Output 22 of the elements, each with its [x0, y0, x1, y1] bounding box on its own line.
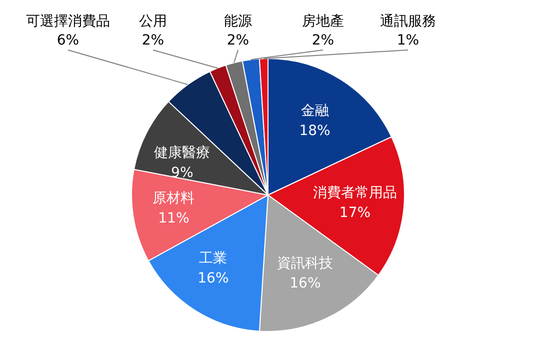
data-label: 16%: [198, 270, 229, 286]
data-label: 11%: [158, 210, 190, 226]
slice-label: 資訊科技: [277, 256, 334, 272]
slice-label: 可選擇消費品: [26, 14, 110, 30]
data-label: 1%: [396, 32, 420, 49]
data-label: 18%: [299, 122, 330, 139]
slice-label: 能源: [224, 14, 252, 30]
data-label: 16%: [290, 276, 321, 292]
slice-label: 消費者常用品: [312, 184, 397, 201]
data-label: 17%: [339, 204, 371, 221]
data-label: 6%: [56, 32, 80, 49]
data-label: 2%: [226, 32, 250, 49]
data-label: 2%: [142, 32, 164, 49]
data-label: 2%: [312, 32, 334, 49]
slice-label: 工業: [199, 250, 228, 266]
data-label: 9%: [171, 164, 194, 181]
slice-label: 原材料: [152, 190, 195, 206]
slice-label: 房地產: [302, 14, 344, 30]
slice-label: 公用: [139, 14, 167, 30]
slice-label: 通訊服務: [380, 14, 436, 30]
slice-label: 金融: [300, 102, 329, 119]
slice-label: 健康醫療: [154, 144, 210, 161]
